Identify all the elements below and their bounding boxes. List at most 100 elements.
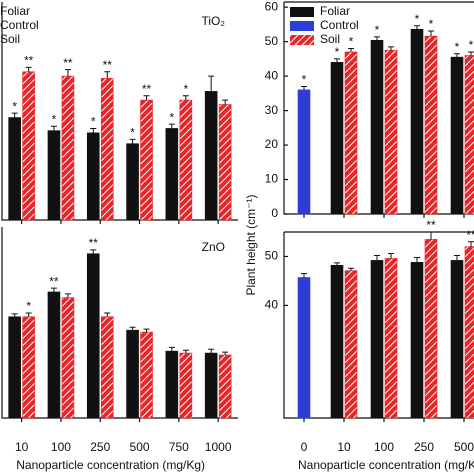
bar (165, 350, 179, 419)
error-bar (182, 95, 189, 101)
error-bar (104, 71, 111, 79)
error-bar (11, 313, 18, 317)
legend-label: Foliar (320, 4, 350, 18)
bar (410, 262, 424, 419)
x-tick-label: 500 (454, 440, 474, 454)
x-tick-label: 100 (51, 440, 71, 454)
significance-label: ** (49, 274, 59, 288)
bar (330, 264, 344, 419)
error-bar (334, 262, 340, 266)
significance-label: * (12, 99, 17, 113)
x-tick-label: 10 (337, 440, 351, 454)
significance-label: ** (24, 54, 34, 68)
bar (86, 253, 100, 419)
error-bar (104, 312, 111, 317)
bar (179, 99, 193, 221)
y-axis-label: Plant height (cm⁻¹) (244, 194, 258, 295)
y-tick-label: 40 (265, 298, 279, 312)
error-bar (168, 123, 175, 129)
error-bar (374, 254, 380, 261)
bar (344, 51, 358, 215)
error-bar (388, 253, 394, 259)
bar (8, 316, 21, 419)
error-bar (388, 46, 394, 51)
bar (204, 352, 218, 419)
bar (424, 35, 438, 215)
significance-label: * (335, 45, 340, 59)
x-tick-label: 10 (15, 440, 29, 454)
error-bar (90, 249, 97, 254)
bar (370, 260, 384, 419)
error-bar (428, 231, 434, 240)
bar (22, 316, 35, 419)
bar (165, 128, 179, 221)
bar (330, 62, 344, 215)
significance-label: * (415, 12, 420, 26)
panel-title: TiO₂ (201, 14, 225, 28)
legend-label: Foliar (0, 4, 30, 18)
error-bar (11, 112, 18, 118)
error-bar (90, 127, 97, 133)
y-tick-label: 50 (265, 34, 279, 48)
y-tick-label: 20 (265, 137, 279, 151)
error-bar (428, 30, 434, 37)
bar (86, 132, 100, 221)
error-bar (468, 51, 474, 56)
significance-label: * (170, 110, 175, 124)
bar (297, 277, 311, 419)
significance-label: * (469, 38, 474, 52)
significance-label: * (375, 23, 380, 37)
significance-label: ** (89, 236, 99, 250)
bar (218, 104, 232, 221)
y-tick-label: 60 (265, 0, 279, 13)
bar (450, 56, 464, 215)
significance-label: * (349, 35, 354, 49)
significance-label: * (455, 40, 460, 54)
legend-label: Soil (0, 32, 20, 46)
significance-label: ** (142, 82, 152, 96)
significance-label: * (184, 82, 189, 96)
bar (204, 91, 218, 221)
bar (464, 246, 474, 419)
error-bar (301, 85, 307, 90)
legend-swatch (290, 35, 314, 45)
legend-label: Control (0, 18, 39, 32)
bar (8, 117, 21, 221)
bar (100, 78, 114, 221)
bar (126, 143, 139, 221)
error-bar (129, 138, 136, 144)
error-bar (301, 273, 307, 278)
panel-title: ZnO (202, 240, 225, 254)
x-tick-label: 250 (90, 440, 110, 454)
error-bar (50, 125, 57, 131)
y-tick-label: 30 (265, 103, 279, 117)
error-bar (25, 66, 32, 72)
bar (370, 39, 384, 215)
error-bar (414, 256, 420, 263)
error-bar (25, 312, 32, 317)
legend-label: Soil (320, 32, 340, 46)
error-bar (129, 326, 136, 331)
bar (179, 352, 193, 419)
x-tick-label: 100 (374, 440, 394, 454)
significance-label: * (302, 73, 307, 87)
significance-label: * (52, 112, 57, 126)
error-bar (348, 267, 354, 271)
bar (22, 71, 35, 221)
x-tick-label: 750 (169, 440, 189, 454)
error-bar (208, 75, 215, 92)
x-axis-label: Nanoparticle concentration (mg/Kg) (16, 458, 205, 472)
error-bar (182, 349, 189, 354)
bar (100, 316, 114, 419)
bar (140, 99, 153, 221)
significance-label: ** (466, 228, 474, 242)
significance-label: * (429, 17, 434, 31)
axis-frame (1, 227, 238, 419)
x-axis-label: Nanoparticle concentration (mg/Kg) (298, 458, 474, 472)
error-bar (348, 48, 354, 52)
error-bar (168, 346, 175, 352)
bar (126, 329, 139, 419)
error-bar (50, 287, 57, 292)
bar (297, 89, 311, 215)
